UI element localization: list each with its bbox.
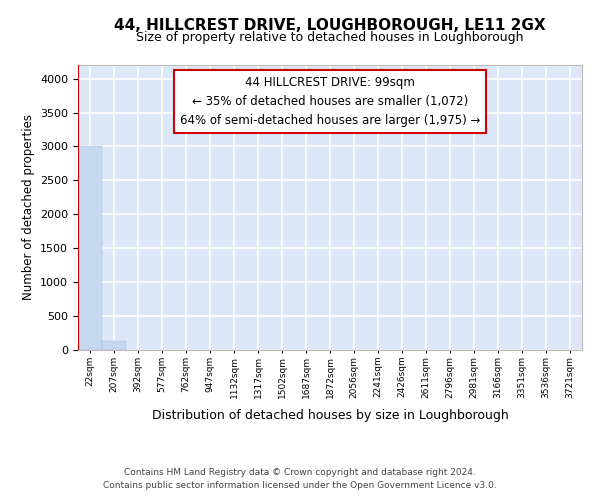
Text: Contains HM Land Registry data © Crown copyright and database right 2024.
Contai: Contains HM Land Registry data © Crown c… xyxy=(103,468,497,490)
X-axis label: Distribution of detached houses by size in Loughborough: Distribution of detached houses by size … xyxy=(152,409,508,422)
Text: Size of property relative to detached houses in Loughborough: Size of property relative to detached ho… xyxy=(136,31,524,44)
Bar xyxy=(102,341,126,350)
Text: 44 HILLCREST DRIVE: 99sqm
← 35% of detached houses are smaller (1,072)
64% of se: 44 HILLCREST DRIVE: 99sqm ← 35% of detac… xyxy=(180,76,480,128)
Y-axis label: Number of detached properties: Number of detached properties xyxy=(22,114,35,300)
Text: 44, HILLCREST DRIVE, LOUGHBOROUGH, LE11 2GX: 44, HILLCREST DRIVE, LOUGHBOROUGH, LE11 … xyxy=(114,18,546,32)
Bar xyxy=(78,146,102,350)
